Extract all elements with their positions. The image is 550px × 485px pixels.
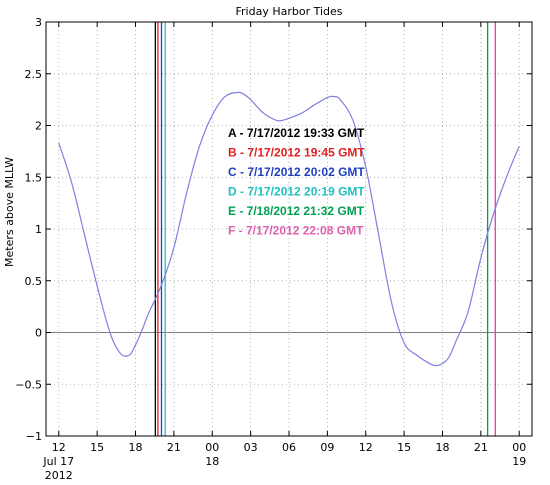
x-tick-label: 09 [320,441,334,454]
axis-ticks [46,21,532,437]
annotation-label: B - 7/17/2012 19:45 GMT [228,146,365,160]
x-tick-sublabel: Jul 17 [42,455,74,468]
y-tick-label: 0.5 [25,275,43,288]
tide-series-line [58,91,520,367]
y-tick-label: −1 [26,430,42,443]
grid-lines [46,22,532,436]
y-tick-label: 2.5 [25,68,43,81]
y-tick-label: 0 [35,327,42,340]
event-lines [154,22,496,436]
annotation-label: E - 7/18/2012 21:32 GMT [228,204,365,218]
y-tick-label: −0.5 [15,378,42,391]
y-tick-label: 1 [35,223,42,236]
x-tick-label: 06 [282,441,296,454]
y-tick-labels: −1 −0.5 0 0.5 1 1.5 2 2.5 3 [15,16,42,443]
x-tick-sublabel: 2012 [45,469,73,482]
x-tick-label: 00 [512,441,526,454]
y-tick-label: 3 [35,16,42,29]
x-tick-label: 21 [474,441,488,454]
y-tick-label: 2 [35,120,42,133]
x-tick-label: 00 [205,441,219,454]
x-tick-label: 18 [129,441,143,454]
x-tick-label: 15 [397,441,411,454]
annotation-label: A - 7/17/2012 19:33 GMT [228,126,365,140]
x-tick-label: 15 [90,441,104,454]
x-tick-label: 03 [244,441,258,454]
annotation-label: F - 7/17/2012 22:08 GMT [228,224,364,238]
annotation-label: C - 7/17/2012 20:02 GMT [228,165,365,179]
x-tick-label: 12 [359,441,373,454]
x-tick-sublabel: 18 [205,455,219,468]
series-group [58,91,520,367]
y-tick-label: 1.5 [25,171,43,184]
x-tick-label: 21 [167,441,181,454]
x-tick-sublabel: 19 [512,455,526,468]
annotation-legend: A - 7/17/2012 19:33 GMT B - 7/17/2012 19:… [228,126,365,238]
x-tick-label: 18 [435,441,449,454]
annotation-label: D - 7/17/2012 20:19 GMT [228,185,365,199]
chart-title: Friday Harbor Tides [235,5,342,18]
x-tick-label: 12 [52,441,66,454]
y-axis-label: Meters above MLLW [3,157,16,267]
